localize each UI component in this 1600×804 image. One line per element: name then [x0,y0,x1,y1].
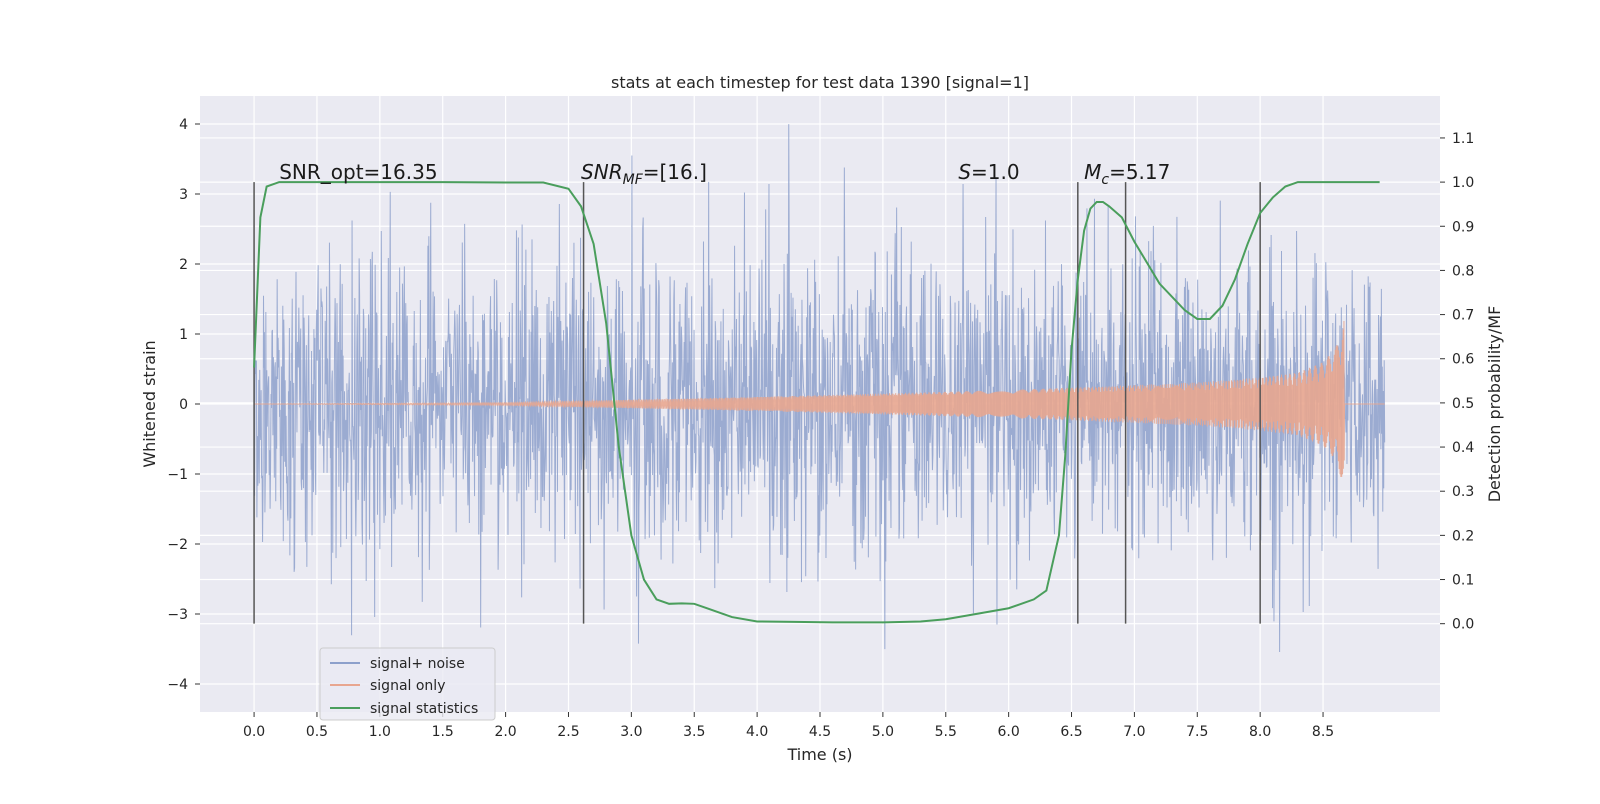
annotation-3: Mc=5.17 [1084,160,1170,188]
y-right-tick-label: 1.0 [1452,175,1474,191]
annotation-2: S=1.0 [958,160,1019,184]
y-left-tick-label: 3 [179,187,188,203]
x-tick-label: 1.5 [432,724,454,740]
x-axis-label: Time (s) [786,745,852,764]
y-right-tick-label: 0.3 [1452,484,1474,500]
x-tick-labels: 0.0 0.5 1.0 1.5 2.0 2.5 3.0 3.5 4.0 4.5 5.0 5.5 6.0 6… [243,712,1334,740]
y-left-tick-label: −4 [167,677,188,693]
annotations: SNR_opt=16.35 SNRMF=[16.] S=1.0 Mc=5.17 [279,160,1170,188]
x-tick-label: 7.5 [1186,724,1208,740]
y-right-tick-labels: 0.0 0.1 0.2 0.3 0.4 0.5 0.6 0.7 0.8 0.9 1.0 1.1 [1440,131,1474,633]
legend-box [319,647,496,721]
legend: signal+ noise signal only signal statist… [319,647,496,721]
x-tick-label: 2.0 [494,724,516,740]
y-right-tick-label: 0.1 [1452,573,1474,589]
x-tick-label: 0.0 [243,724,265,740]
y-left-tick-label: −2 [167,537,188,553]
x-tick-label: 2.5 [557,724,579,740]
x-tick-label: 0.5 [306,724,328,740]
x-tick-label: 1.0 [369,724,391,740]
y-right-tick-label: 0.9 [1452,219,1474,235]
annotation-1: SNRMF=[16.] [581,160,707,188]
y-left-tick-label: 1 [179,327,188,343]
x-tick-label: 5.5 [935,724,957,740]
legend-label-signal: signal only [370,678,445,694]
y-left-tick-labels: −4 −3 −2 −1 0 1 2 3 4 [167,117,200,693]
x-tick-label: 6.0 [998,724,1020,740]
legend-label-statistics: signal statistics [370,701,478,717]
vertical-markers [253,182,1261,624]
y-left-tick-label: 2 [179,257,188,273]
annotation-0: SNR_opt=16.35 [279,160,437,184]
y-left-tick-label: −1 [167,467,188,483]
y-right-tick-label: 1.1 [1452,131,1474,147]
x-tick-label: 4.0 [746,724,768,740]
y-right-tick-label: 0.2 [1452,528,1474,544]
x-tick-label: 5.0 [872,724,894,740]
statistics-series [253,181,1380,624]
y-left-axis-label: Whitened strain [140,340,159,467]
y-right-tick-label: 0.4 [1452,440,1474,456]
y-right-tick-label: 0.8 [1452,263,1474,279]
legend-label-noise: signal+ noise [370,656,465,672]
x-tick-label: 8.0 [1249,724,1271,740]
y-left-tick-label: 0 [179,397,188,413]
signal-only-series [254,320,1385,478]
y-right-axis-label: Detection probability/MF [1485,306,1504,503]
y-right-tick-label: 0.6 [1452,352,1474,368]
y-left-tick-label: −3 [167,607,188,623]
x-tick-label: 6.5 [1060,724,1082,740]
y-right-tick-label: 0.5 [1452,396,1474,412]
statistics-line [253,181,1380,624]
noise-series [253,124,1386,653]
y-right-tick-label: 0.0 [1452,617,1474,633]
noise-line [253,124,1386,653]
chart-title: stats at each timestep for test data 139… [611,73,1029,92]
x-tick-label: 3.0 [620,724,642,740]
x-tick-label: 7.0 [1123,724,1145,740]
y-left-tick-label: 4 [179,117,188,133]
x-tick-label: 8.5 [1312,724,1334,740]
x-tick-label: 4.5 [809,724,831,740]
y-right-tick-label: 0.7 [1452,308,1474,324]
x-tick-label: 3.5 [683,724,705,740]
signal-line [254,320,1385,478]
